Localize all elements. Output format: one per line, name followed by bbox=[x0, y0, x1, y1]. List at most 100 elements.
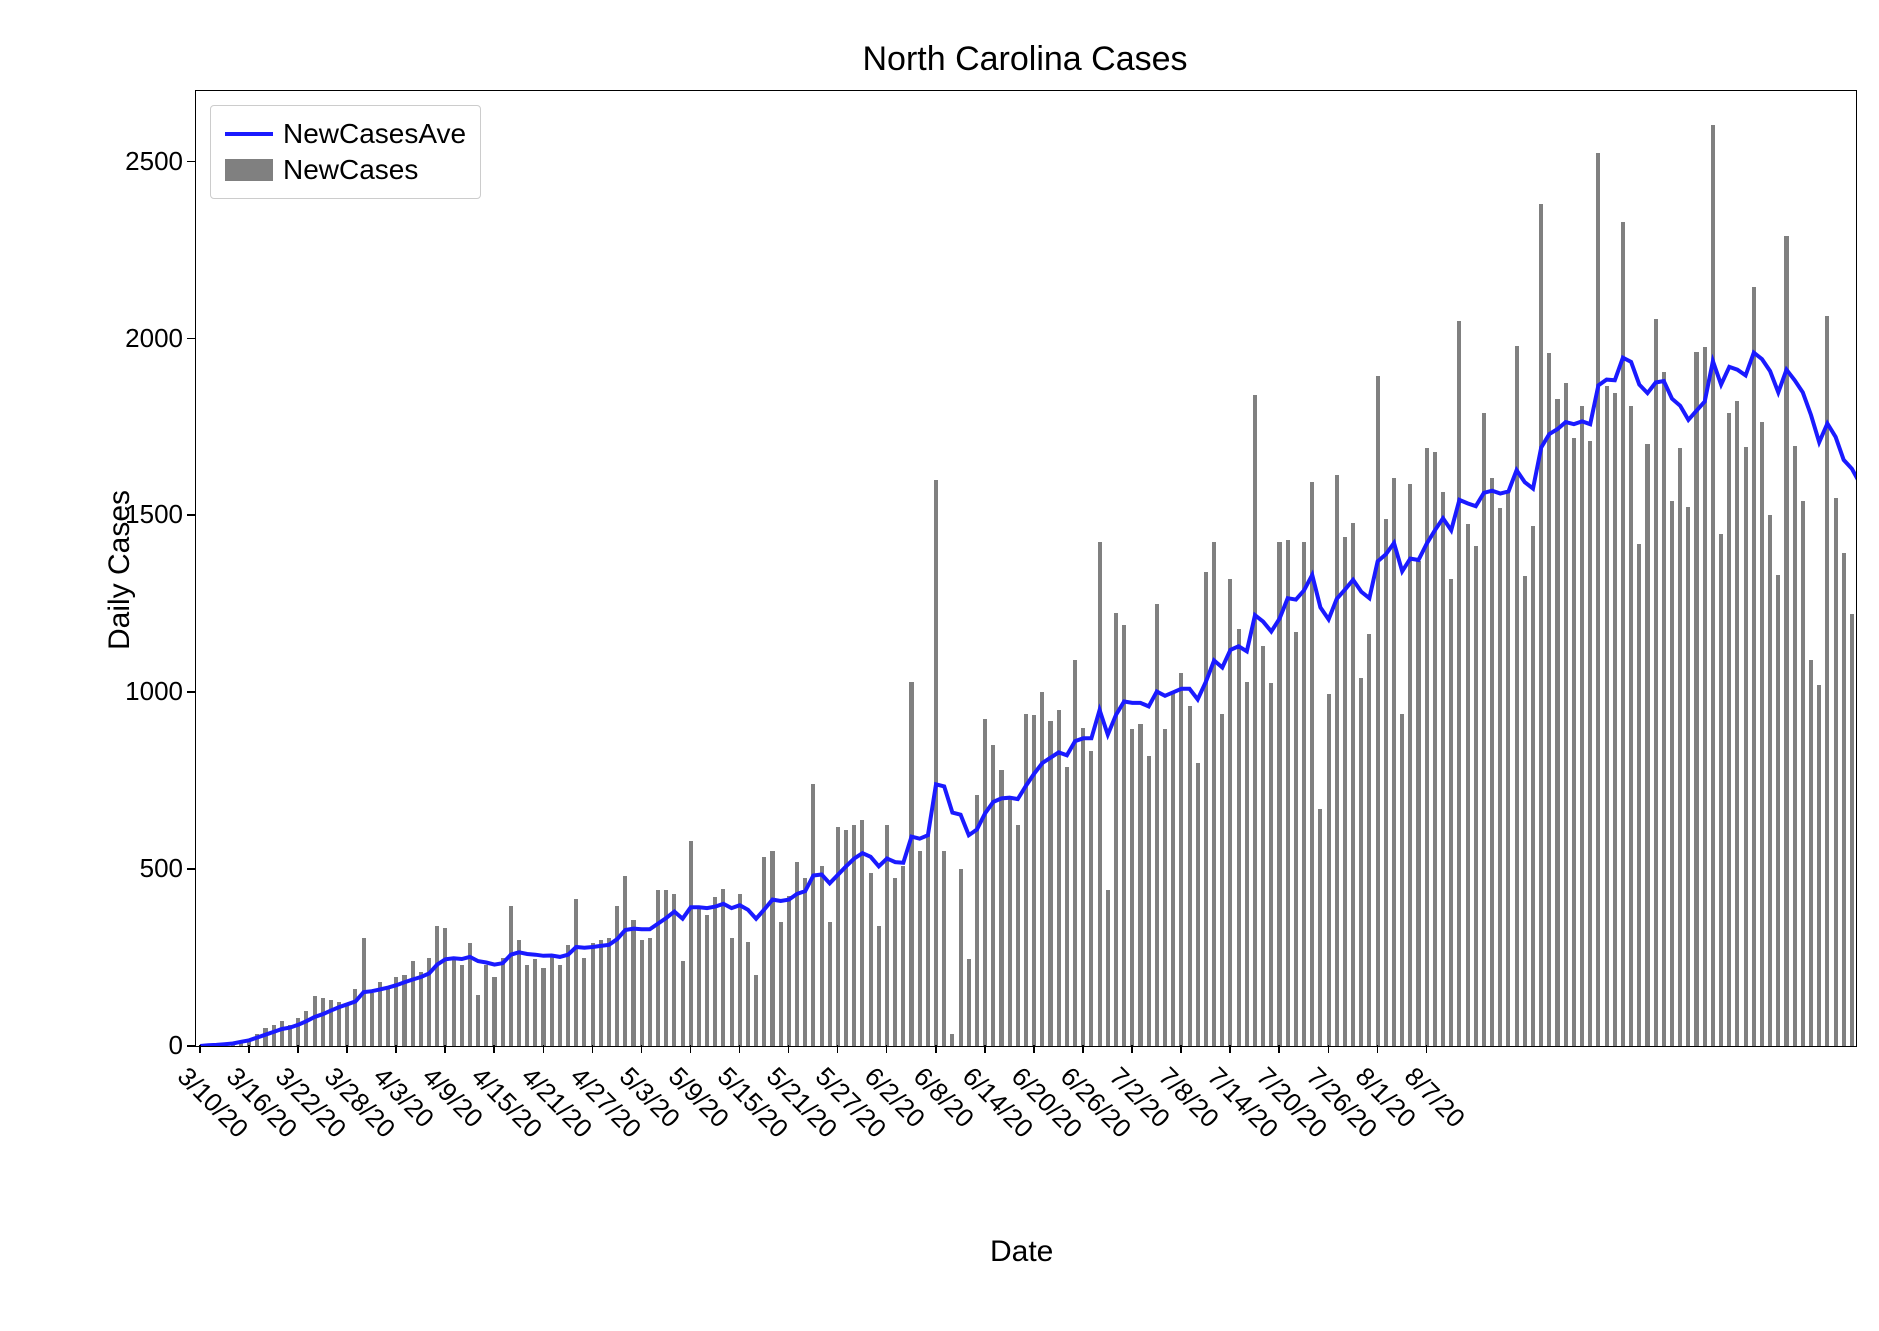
bar bbox=[1392, 478, 1396, 1046]
bar bbox=[1106, 890, 1110, 1046]
bar bbox=[1572, 438, 1576, 1046]
bar bbox=[1474, 546, 1478, 1046]
bar bbox=[1613, 393, 1617, 1046]
bar bbox=[378, 982, 382, 1046]
bar bbox=[1678, 448, 1682, 1046]
bar bbox=[1425, 448, 1429, 1046]
bar bbox=[1539, 204, 1543, 1046]
bar bbox=[762, 857, 766, 1046]
bars-layer bbox=[196, 91, 1856, 1046]
bar bbox=[345, 1004, 349, 1046]
bar bbox=[1220, 714, 1224, 1046]
bar bbox=[1654, 319, 1658, 1046]
bar bbox=[304, 1011, 308, 1046]
bar bbox=[672, 894, 676, 1046]
bar bbox=[1310, 482, 1314, 1046]
bar bbox=[1670, 501, 1674, 1046]
bar bbox=[1449, 579, 1453, 1046]
bar bbox=[1531, 526, 1535, 1046]
bar bbox=[681, 961, 685, 1046]
bar bbox=[468, 943, 472, 1046]
bar bbox=[1048, 721, 1052, 1046]
bar bbox=[1441, 492, 1445, 1046]
bar bbox=[999, 770, 1003, 1046]
bar bbox=[1760, 422, 1764, 1046]
y-tick-label: 0 bbox=[169, 1030, 183, 1061]
bar bbox=[313, 996, 317, 1046]
bar bbox=[411, 961, 415, 1046]
bar bbox=[1580, 406, 1584, 1046]
bar bbox=[1466, 524, 1470, 1046]
bar bbox=[1327, 694, 1331, 1046]
bar bbox=[1008, 798, 1012, 1046]
bar bbox=[1147, 756, 1151, 1046]
bar bbox=[950, 1034, 954, 1046]
bar bbox=[1204, 572, 1208, 1046]
bar bbox=[942, 851, 946, 1046]
bar bbox=[631, 920, 635, 1046]
bar bbox=[1523, 576, 1527, 1046]
bar bbox=[689, 841, 693, 1046]
bar bbox=[492, 977, 496, 1046]
bar bbox=[231, 1043, 235, 1046]
bar bbox=[362, 938, 366, 1046]
bar bbox=[787, 896, 791, 1046]
bar bbox=[206, 1045, 210, 1046]
bar bbox=[541, 968, 545, 1046]
bar bbox=[1286, 540, 1290, 1046]
bar bbox=[1376, 376, 1380, 1046]
bar bbox=[1711, 125, 1715, 1046]
bar bbox=[550, 954, 554, 1046]
bar bbox=[1629, 406, 1633, 1046]
bar bbox=[1351, 523, 1355, 1046]
bar bbox=[517, 940, 521, 1046]
bar bbox=[288, 1025, 292, 1046]
y-tick-label: 1000 bbox=[125, 676, 183, 707]
bar bbox=[607, 938, 611, 1046]
chart-title: North Carolina Cases bbox=[195, 40, 1855, 79]
bar bbox=[223, 1044, 227, 1046]
bar bbox=[1163, 729, 1167, 1046]
bar bbox=[353, 989, 357, 1046]
bar bbox=[1245, 682, 1249, 1046]
bar bbox=[1269, 683, 1273, 1046]
bar bbox=[656, 890, 660, 1046]
bar bbox=[640, 940, 644, 1046]
bar bbox=[582, 958, 586, 1046]
bar bbox=[1744, 447, 1748, 1046]
bar bbox=[1138, 724, 1142, 1046]
bar bbox=[1384, 519, 1388, 1046]
bar bbox=[730, 938, 734, 1046]
bar bbox=[1621, 222, 1625, 1046]
legend-label-bar: NewCases bbox=[283, 154, 418, 186]
bar bbox=[272, 1025, 276, 1046]
bar bbox=[1637, 544, 1641, 1046]
bar bbox=[255, 1034, 259, 1046]
bar bbox=[1433, 452, 1437, 1046]
bar bbox=[509, 906, 513, 1046]
bar bbox=[1196, 763, 1200, 1046]
bar bbox=[697, 908, 701, 1046]
bar bbox=[1809, 660, 1813, 1046]
bar bbox=[1776, 575, 1780, 1046]
legend: NewCasesAve NewCases bbox=[210, 105, 481, 199]
bar bbox=[1416, 561, 1420, 1046]
bar bbox=[779, 922, 783, 1046]
bar bbox=[770, 851, 774, 1046]
bar bbox=[1130, 729, 1134, 1046]
bar bbox=[754, 975, 758, 1046]
bar bbox=[795, 862, 799, 1046]
bar bbox=[1081, 728, 1085, 1046]
bar bbox=[828, 922, 832, 1046]
bar bbox=[975, 795, 979, 1046]
bar bbox=[1498, 508, 1502, 1046]
bar bbox=[877, 926, 881, 1046]
bar bbox=[983, 719, 987, 1046]
bar bbox=[402, 975, 406, 1046]
bar bbox=[435, 926, 439, 1046]
bar bbox=[648, 938, 652, 1046]
bar bbox=[1727, 413, 1731, 1046]
bar bbox=[280, 1021, 284, 1046]
bar bbox=[566, 945, 570, 1046]
bar bbox=[860, 820, 864, 1046]
